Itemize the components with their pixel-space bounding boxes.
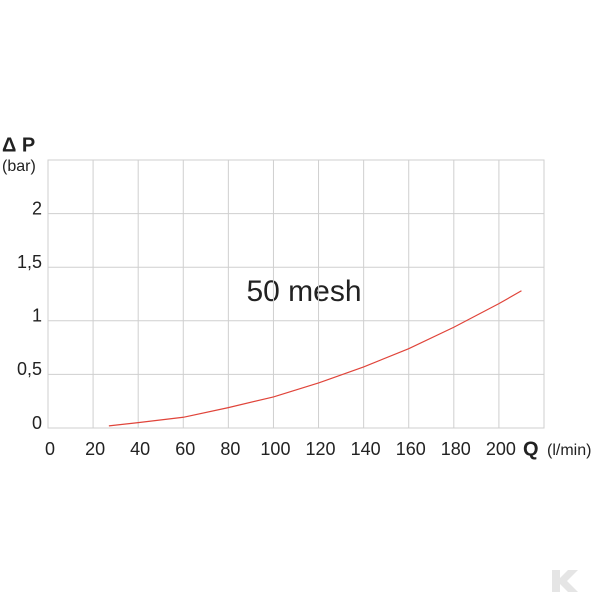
y-tick-label: 0,5 xyxy=(17,359,42,379)
logo xyxy=(552,570,578,592)
x-tick-label: 160 xyxy=(396,439,426,459)
y-tick-label: 0 xyxy=(32,413,42,433)
plot-frame xyxy=(47,159,545,429)
annotation: 50 mesh xyxy=(246,275,361,308)
x-tick-label: 0 xyxy=(45,439,55,459)
y-tick-label: 1,5 xyxy=(17,252,42,272)
x-tick-label: 60 xyxy=(175,439,195,459)
x-tick-label: 140 xyxy=(351,439,381,459)
y-tick-label: 2 xyxy=(32,198,42,218)
x-tick-label: 180 xyxy=(441,439,471,459)
x-tick-label: 200 xyxy=(486,439,516,459)
x-tick-label: 120 xyxy=(306,439,336,459)
y-tick-label: 1 xyxy=(32,306,42,326)
y-axis-unit: (bar) xyxy=(2,158,36,175)
y-axis-label: Δ P xyxy=(2,134,35,156)
x-tick-label: 80 xyxy=(220,439,240,459)
x-axis-label: Q xyxy=(523,438,539,460)
x-tick-label: 100 xyxy=(260,439,290,459)
logo-mark xyxy=(552,570,578,592)
data-line xyxy=(108,290,522,427)
x-axis-unit: (l/min) xyxy=(547,442,591,459)
x-tick-label: 40 xyxy=(130,439,150,459)
x-tick-label: 20 xyxy=(85,439,105,459)
